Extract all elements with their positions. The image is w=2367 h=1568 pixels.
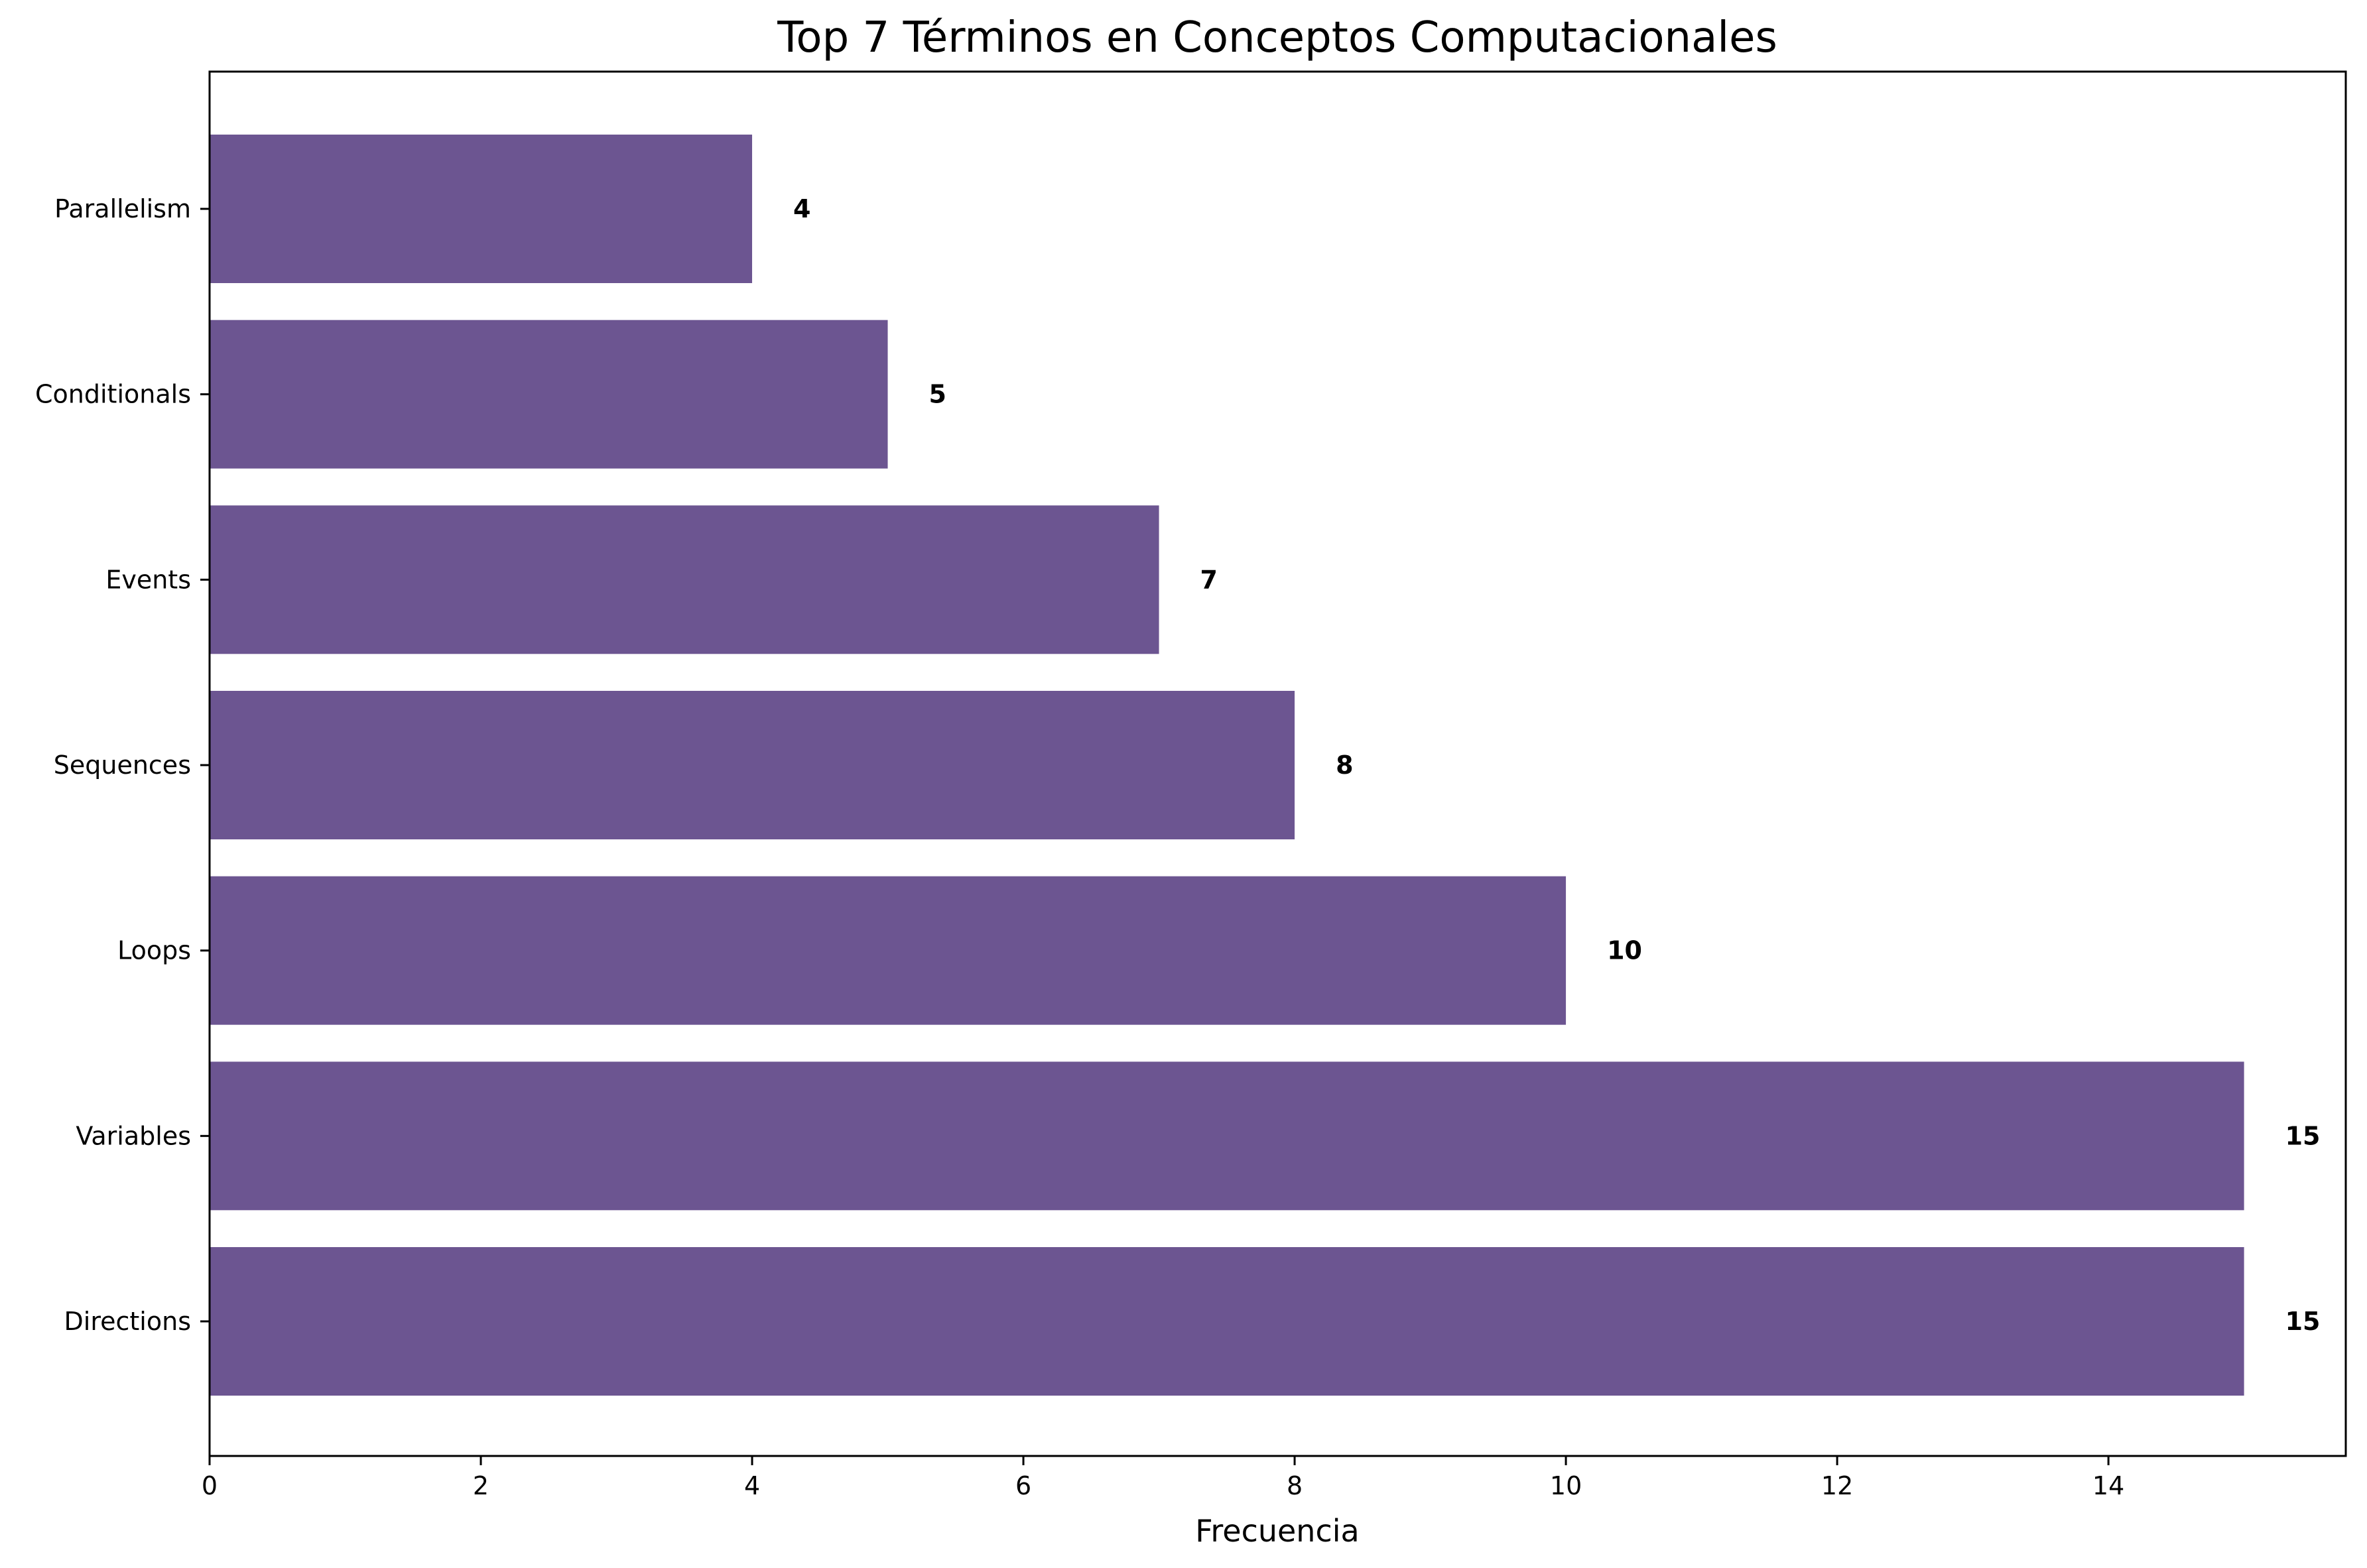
bar-directions: [210, 1247, 2244, 1396]
bar-parallelism: [210, 135, 753, 283]
x-tick-label: 14: [2092, 1471, 2124, 1500]
data-label-variables: 15: [2285, 1121, 2321, 1150]
x-tick-label: 0: [202, 1471, 218, 1500]
data-label-parallelism: 4: [793, 194, 810, 223]
bar-conditionals: [210, 320, 888, 469]
data-label-loops: 10: [1607, 936, 1642, 965]
y-tick-label: Parallelism: [54, 194, 191, 223]
chart-title: Top 7 Términos en Conceptos Computaciona…: [777, 13, 1777, 62]
x-tick-label: 4: [744, 1471, 760, 1500]
y-tick-label: Directions: [64, 1307, 191, 1336]
bar-events: [210, 505, 1159, 654]
x-axis-label: Frecuencia: [1195, 1513, 1359, 1549]
y-axis-ticks: Directions Variables Loops Sequences Events C…: [35, 194, 210, 1336]
plot-frame: [208, 70, 2347, 1457]
y-tick-label: Loops: [117, 936, 191, 965]
bar-sequences: [210, 691, 1295, 839]
data-label-conditionals: 5: [929, 380, 946, 409]
x-axis-ticks: 0 2 4 6 8 10 12 14: [202, 1456, 2124, 1500]
x-tick-label: 2: [473, 1471, 489, 1500]
x-tick-label: 10: [1550, 1471, 1582, 1500]
x-tick-label: 6: [1015, 1471, 1031, 1500]
data-label-sequences: 8: [1336, 751, 1353, 780]
y-tick-label: Variables: [76, 1121, 191, 1150]
x-tick-label: 12: [1821, 1471, 1853, 1500]
y-tick-label: Conditionals: [35, 380, 191, 409]
y-tick-label: Events: [105, 565, 191, 594]
y-tick-label: Sequences: [54, 751, 191, 780]
x-tick-label: 8: [1287, 1471, 1303, 1500]
bar-variables: [210, 1061, 2244, 1211]
bars-group: [210, 135, 2244, 1396]
data-labels-group: 15 15 10 8 7 5 4: [793, 194, 2320, 1336]
bar-loops: [210, 876, 1567, 1025]
data-label-directions: 15: [2285, 1307, 2321, 1336]
data-label-events: 7: [1200, 565, 1218, 594]
